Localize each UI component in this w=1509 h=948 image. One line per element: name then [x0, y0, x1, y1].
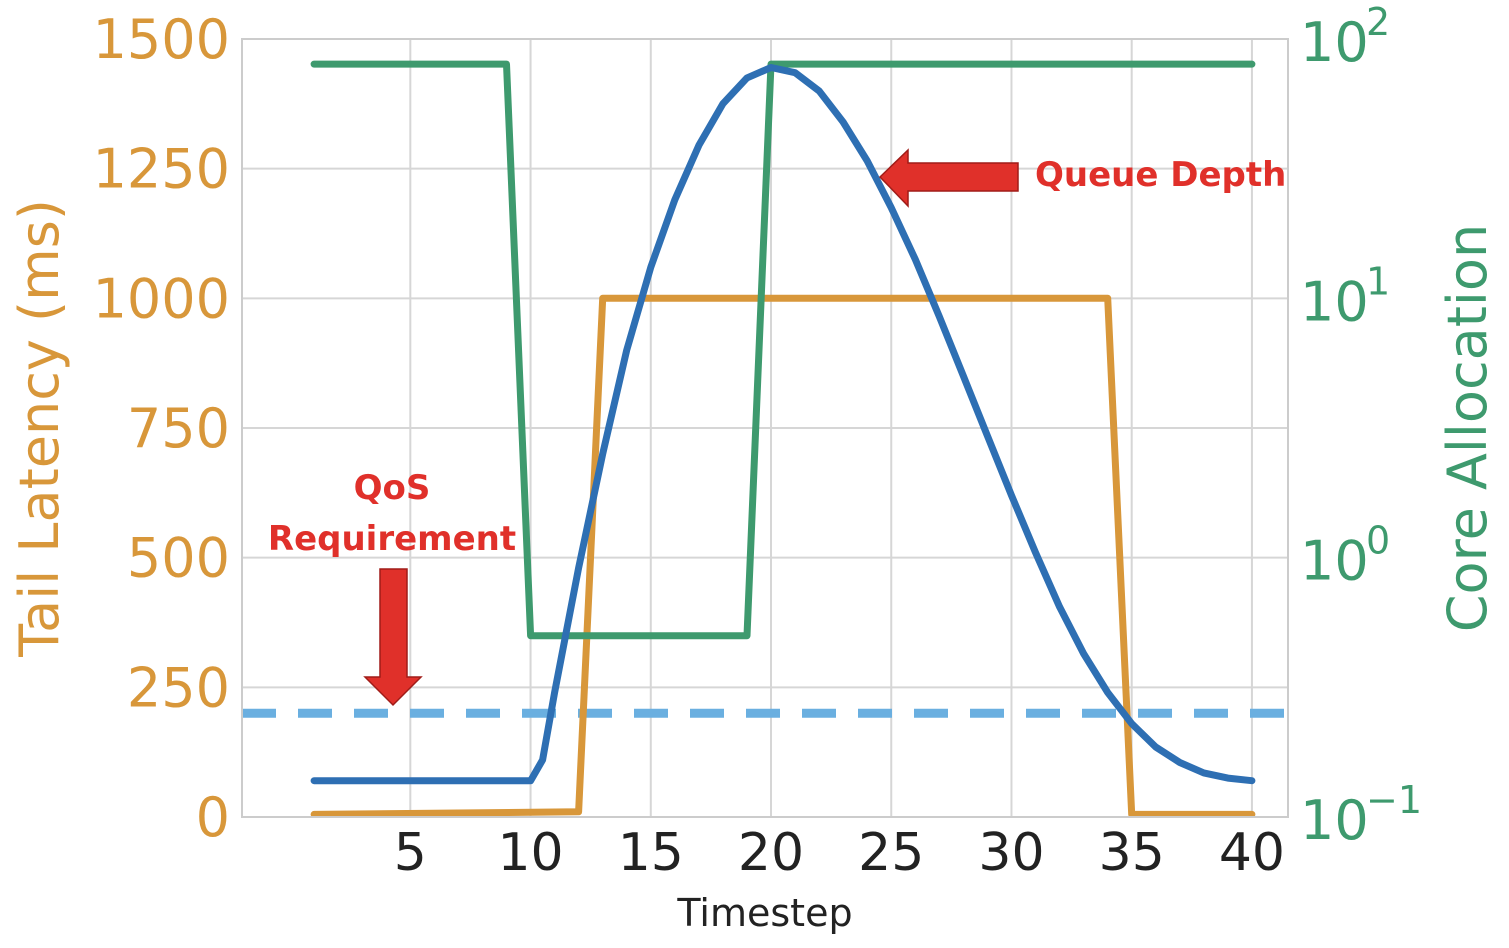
y-left-tick-label: 1250: [93, 138, 230, 201]
y-right-tick-exponent: 1: [1366, 259, 1390, 303]
y-right-tick-label: 10: [1300, 270, 1369, 333]
y-left-tick-label: 500: [127, 527, 230, 590]
x-tick-label: 15: [618, 823, 684, 883]
x-tick-label: 5: [394, 823, 427, 883]
queue-depth-arrow-icon: [878, 148, 1019, 208]
y-left-tick-label: 750: [127, 397, 230, 460]
y-left-tick-label: 1000: [93, 267, 230, 330]
y-right-tick-exponent: 0: [1366, 519, 1390, 563]
y-left-tick-label: 250: [127, 656, 230, 719]
y-right-tick-label: 10: [1300, 789, 1369, 852]
y-right-tick-label: 10: [1300, 11, 1369, 74]
y-right-tick-exponent: 2: [1366, 0, 1390, 44]
queue-depth-label: Queue Depth: [1035, 155, 1286, 195]
y-right-axis-label: Core Allocation: [1436, 224, 1499, 632]
y-left-axis-label: Tail Latency (ms): [8, 199, 71, 658]
queue-depth-annotation: Queue Depth: [878, 148, 1286, 208]
x-tick-label: 40: [1219, 823, 1285, 883]
series-layer: [242, 60, 1288, 818]
x-tick-label: 35: [1099, 823, 1165, 883]
y-left-tick-label: 0: [196, 786, 230, 849]
x-tick-label: 30: [978, 823, 1044, 883]
qos-annotation: QoS Requirement: [268, 468, 516, 707]
qos-arrow-icon: [363, 568, 423, 707]
core-series-line: [310, 60, 1256, 640]
y-left-tick-labels: 0 250 500 750 1000 1250 1500: [93, 8, 230, 849]
y-right-tick-exponent: −1: [1366, 778, 1422, 822]
x-tick-labels: 5 10 15 20 25 30 35 40: [394, 823, 1285, 883]
y-right-tick-label: 10: [1300, 530, 1369, 593]
queue-series-line: [310, 64, 1256, 785]
x-tick-label: 25: [858, 823, 924, 883]
x-axis-label: Timestep: [676, 891, 852, 935]
y-left-tick-label: 1500: [93, 8, 230, 71]
x-tick-label: 10: [497, 823, 563, 883]
latency-series-line: [310, 294, 1256, 818]
plot-frame: [241, 38, 1289, 818]
qos-annotation-line1: QoS: [354, 468, 431, 508]
qos-annotation-line2: Requirement: [268, 519, 516, 559]
x-tick-label: 20: [738, 823, 804, 883]
